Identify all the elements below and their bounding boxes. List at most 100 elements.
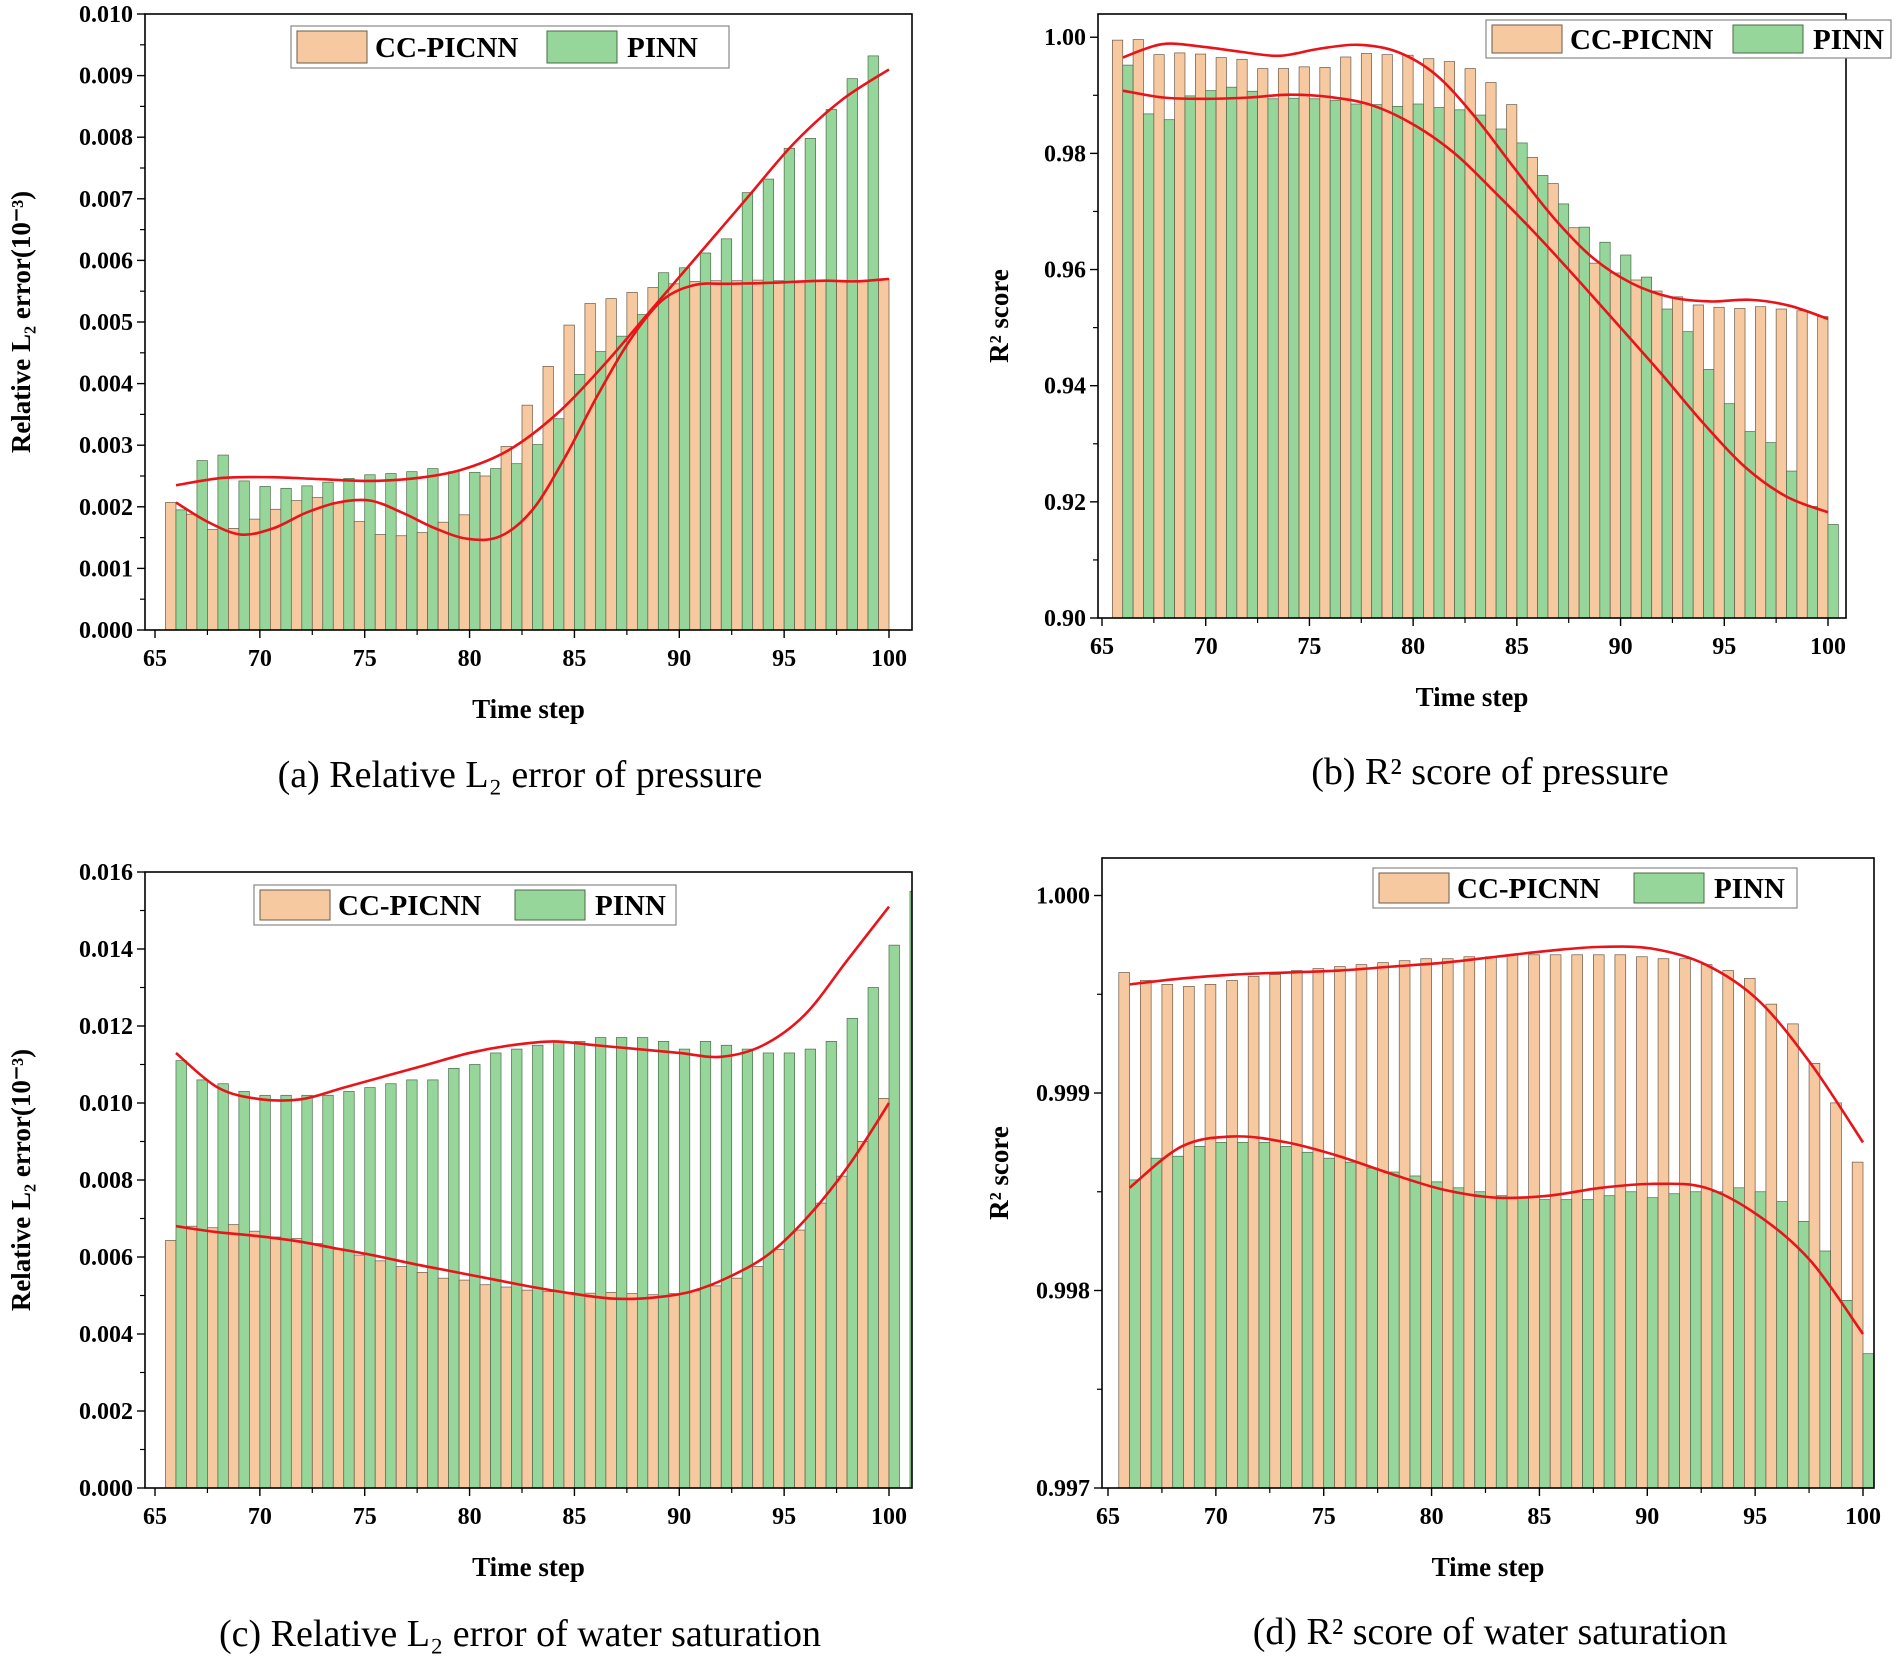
xtick-label-c-85: 85 (562, 1504, 586, 1530)
bars-d (1118, 954, 1874, 1488)
legend-label-pinn: PINN (595, 890, 666, 922)
bar-b-pinn-87 (1557, 203, 1570, 618)
legend-label-pinn: PINN (1813, 24, 1884, 56)
bar-d-cc-picnn-79 (1398, 960, 1411, 1488)
bar-c-cc-picnn-94 (752, 1266, 764, 1488)
x-axis-label-a: Time step (472, 694, 585, 724)
xtick-label-c-70: 70 (248, 1504, 272, 1530)
bar-d-pinn-89 (1625, 1191, 1637, 1488)
bar-a-pinn-89 (657, 272, 670, 630)
bar-a-pinn-72 (301, 485, 313, 630)
ytick-label-c-8: 0.016 (79, 860, 133, 886)
bar-d-cc-picnn-75 (1312, 968, 1325, 1488)
bar-d-cc-picnn-71 (1226, 980, 1238, 1488)
ytick-label-a-10: 0.010 (79, 2, 133, 28)
bar-b-cc-picnn-66 (1112, 39, 1124, 618)
bar-d-cc-picnn-90 (1636, 956, 1648, 1488)
bar-c-pinn-74 (343, 1091, 355, 1488)
ytick-label-a-7: 0.007 (79, 187, 133, 213)
ytick-label-a-2: 0.002 (79, 495, 133, 521)
bar-c-cc-picnn-66 (165, 1240, 177, 1488)
bar-c-cc-picnn-71 (269, 1236, 282, 1488)
bar-c-pinn-78 (427, 1079, 439, 1488)
bar-a-cc-picnn-85 (563, 324, 575, 630)
bar-a-pinn-94 (762, 178, 775, 630)
legend-swatch-pinn (1732, 24, 1804, 54)
bar-a-cc-picnn-79 (437, 521, 449, 630)
bar-c-pinn-71 (280, 1094, 292, 1488)
bar-b-cc-picnn-88 (1568, 227, 1580, 618)
xtick-label-d-85: 85 (1527, 1504, 1551, 1530)
bar-d-cc-picnn-78 (1377, 962, 1389, 1488)
bar-d-cc-picnn-88 (1593, 954, 1605, 1488)
chart-b: 0.90 0.92 0.94 0.96 0.98 1.00 65 70 75 80 85 90 95 10… (984, 13, 1892, 712)
bar-c-cc-picnn-98 (836, 1175, 848, 1488)
xtick-label-c-80: 80 (458, 1504, 482, 1530)
bar-b-cc-picnn-97 (1755, 306, 1767, 618)
trend-c-cc-picnn (175, 1102, 891, 1301)
ytick-label-a-4: 0.004 (79, 372, 133, 398)
bar-b-cc-picnn-70 (1194, 53, 1207, 618)
bar-b-cc-picnn-89 (1589, 262, 1601, 618)
xtick-label-d-100: 100 (1845, 1504, 1881, 1530)
bar-a-pinn-93 (741, 192, 754, 630)
bar-c-pinn-95 (783, 1052, 795, 1488)
bar-c-pinn-66 (175, 1060, 187, 1488)
legend-swatch-cc-picnn (1491, 24, 1563, 54)
ytick-label-b-0: 0.90 (1044, 606, 1086, 632)
bar-a-cc-picnn-70 (249, 518, 261, 630)
ytick-label-b-2: 0.94 (1044, 374, 1086, 400)
xtick-label-a-90: 90 (667, 646, 691, 672)
bar-a-pinn-92 (720, 238, 733, 630)
bar-a-pinn-86 (595, 351, 607, 630)
bar-d-cc-picnn-92 (1679, 958, 1691, 1488)
bars-b (1112, 39, 1839, 618)
bar-c-cc-picnn-82 (500, 1286, 512, 1488)
bar-c-cc-picnn-73 (311, 1243, 324, 1488)
legend-swatch-cc-picnn (259, 889, 331, 921)
ytick-label-c-4: 0.008 (79, 1168, 133, 1194)
bar-a-pinn-83 (532, 444, 544, 630)
ytick-label-d-0: 0.997 (1036, 1476, 1090, 1502)
bar-d-pinn-82 (1474, 1191, 1486, 1488)
bar-a-pinn-70 (259, 486, 271, 630)
bar-c-pinn-84 (553, 1041, 565, 1488)
bar-b-cc-picnn-94 (1692, 304, 1704, 618)
bar-c-cc-picnn-69 (228, 1224, 240, 1488)
bar-b-cc-picnn-92 (1651, 290, 1663, 618)
trend-b-pinn (1122, 89, 1829, 514)
x-axis-label-c: Time step (472, 1552, 585, 1582)
bar-a-cc-picnn-99 (857, 280, 869, 630)
bar-a-cc-picnn-81 (479, 475, 491, 630)
bar-b-pinn-97 (1765, 442, 1777, 618)
ytick-label-d-2: 0.999 (1036, 1081, 1090, 1107)
bar-a-cc-picnn-100 (878, 278, 890, 630)
ytick-label-c-1: 0.002 (79, 1399, 133, 1425)
bar-c-cc-picnn-79 (437, 1277, 449, 1488)
bar-c-cc-picnn-67 (186, 1225, 198, 1488)
bar-d-cc-picnn-85 (1528, 954, 1540, 1488)
bar-a-cc-picnn-96 (794, 280, 806, 630)
legend-swatch-pinn (546, 30, 618, 64)
xtick-label-a-95: 95 (772, 646, 796, 672)
bar-c-pinn-85 (574, 1041, 586, 1488)
bar-b-pinn-66 (1122, 64, 1134, 618)
bar-c-pinn-72 (301, 1094, 313, 1488)
bar-c-pinn-69 (238, 1091, 250, 1488)
bar-c-cc-picnn-89 (647, 1294, 659, 1488)
ytick-label-d-3: 1.000 (1036, 884, 1090, 910)
xtick-label-d-65: 65 (1096, 1504, 1120, 1530)
bar-c-pinn-67 (196, 1079, 208, 1488)
bar-c-cc-picnn-87 (605, 1292, 617, 1488)
legend-b: CC-PICNN PINN (1485, 19, 1892, 59)
legend-swatch-pinn (1633, 872, 1705, 904)
bar-c-pinn-91 (699, 1041, 712, 1488)
bar-b-cc-picnn-67 (1132, 39, 1144, 618)
bar-a-cc-picnn-76 (374, 534, 387, 630)
bar-d-pinn-74 (1301, 1151, 1314, 1488)
bar-d-pinn-69 (1193, 1145, 1206, 1488)
bar-a-pinn-76 (385, 473, 397, 630)
bar-c-cc-picnn-74 (332, 1248, 345, 1488)
legend-label-cc-picnn: CC-PICNN (1457, 873, 1600, 905)
xtick-label-b-85: 85 (1505, 634, 1529, 660)
